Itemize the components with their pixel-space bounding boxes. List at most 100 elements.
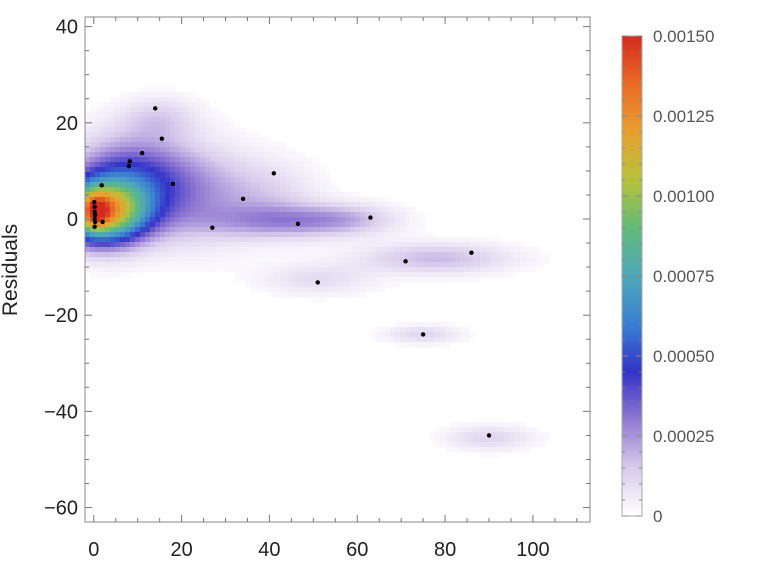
density-cell: [290, 217, 296, 223]
density-cell: [265, 157, 271, 163]
density-cell: [285, 162, 291, 168]
density-cell: [250, 242, 256, 248]
density-cell: [415, 337, 421, 343]
density-cell: [200, 267, 206, 273]
density-cell: [210, 257, 216, 263]
density-cell: [170, 197, 176, 203]
density-cell: [150, 257, 156, 263]
density-cell: [450, 427, 456, 433]
density-cell: [435, 272, 441, 278]
density-cell: [345, 277, 351, 283]
density-cell: [295, 207, 301, 213]
density-cell: [240, 217, 246, 223]
density-cell: [340, 247, 346, 253]
density-cell: [450, 237, 456, 243]
density-cell: [500, 267, 506, 273]
density-cell: [465, 242, 471, 248]
density-cell: [245, 167, 251, 173]
density-cell: [235, 147, 241, 153]
density-cell: [160, 132, 166, 138]
density-cell: [290, 172, 296, 178]
density-cell: [285, 177, 291, 183]
density-cell: [460, 277, 466, 283]
density-cell: [210, 162, 216, 168]
density-cell: [235, 137, 241, 143]
density-cell: [90, 267, 96, 273]
density-cell: [175, 197, 181, 203]
y-tick-label: −40: [44, 401, 78, 423]
density-cell: [265, 287, 271, 293]
density-cell: [110, 187, 116, 193]
density-cell: [275, 202, 281, 208]
density-cell: [320, 232, 326, 238]
density-cell: [235, 192, 241, 198]
density-cell: [105, 127, 111, 133]
density-cell: [475, 257, 481, 263]
density-cell: [125, 207, 131, 213]
density-cell: [85, 117, 91, 123]
density-cell: [90, 182, 96, 188]
density-cell: [435, 242, 441, 248]
density-cell: [215, 197, 221, 203]
density-cell: [85, 247, 91, 253]
density-cell: [220, 237, 226, 243]
density-cell: [130, 187, 136, 193]
density-cell: [270, 217, 276, 223]
density-cell: [315, 182, 321, 188]
density-cell: [100, 222, 106, 228]
density-cell: [220, 147, 226, 153]
density-cell: [160, 262, 166, 268]
density-cell: [435, 337, 441, 343]
density-cell: [370, 277, 376, 283]
density-cell: [110, 267, 116, 273]
density-cell: [275, 157, 281, 163]
density-cell: [250, 262, 256, 268]
density-cell: [300, 237, 306, 243]
density-cell: [255, 157, 261, 163]
density-cell: [350, 237, 356, 243]
density-cell: [125, 272, 131, 278]
density-cell: [310, 292, 316, 298]
density-cell: [435, 247, 441, 253]
density-cell: [290, 212, 296, 218]
density-cell: [300, 262, 306, 268]
density-cell: [175, 267, 181, 273]
density-cell: [155, 177, 161, 183]
density-cell: [195, 197, 201, 203]
density-cell: [130, 222, 136, 228]
density-cell: [245, 132, 251, 138]
density-cell: [380, 227, 386, 233]
density-cell: [340, 232, 346, 238]
density-cell: [280, 147, 286, 153]
density-cell: [200, 152, 206, 158]
density-cell: [120, 137, 126, 143]
density-cell: [465, 277, 471, 283]
density-cell: [195, 127, 201, 133]
density-cell: [185, 192, 191, 198]
density-cell: [485, 252, 491, 258]
density-cell: [175, 127, 181, 133]
density-cell: [525, 437, 531, 443]
density-cell: [205, 157, 211, 163]
density-cell: [305, 167, 311, 173]
density-cell: [255, 172, 261, 178]
density-cell: [90, 147, 96, 153]
density-cell: [135, 202, 141, 208]
density-cell: [280, 172, 286, 178]
density-cell: [95, 237, 101, 243]
density-cell: [110, 147, 116, 153]
density-cell: [330, 187, 336, 193]
density-cell: [280, 262, 286, 268]
density-cell: [205, 152, 211, 158]
density-cell: [450, 432, 456, 438]
density-cell: [415, 322, 421, 328]
density-cell: [250, 132, 256, 138]
density-cell: [270, 202, 276, 208]
density-cell: [240, 237, 246, 243]
density-cell: [190, 172, 196, 178]
density-cell: [455, 242, 461, 248]
density-cell: [520, 242, 526, 248]
density-cell: [225, 147, 231, 153]
density-cell: [245, 142, 251, 148]
density-cell: [215, 227, 221, 233]
